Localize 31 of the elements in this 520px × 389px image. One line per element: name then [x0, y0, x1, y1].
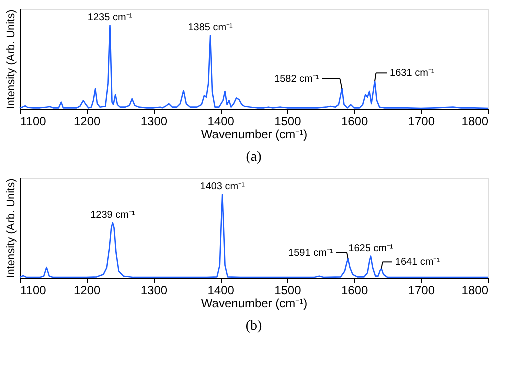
- annotation: 1235 cm⁻¹: [88, 12, 134, 24]
- text: (b): [246, 319, 262, 334]
- x-tick-label: 1500: [274, 284, 302, 298]
- text: (a): [246, 150, 262, 165]
- annotation: 1641 cm⁻¹: [395, 257, 441, 268]
- annotation: 1631 cm⁻¹: [390, 68, 436, 80]
- annotation: 1591 cm⁻¹: [288, 248, 334, 259]
- x-tick-label: 1700: [408, 284, 436, 298]
- x-axis-title: Wavenumber (cm⁻¹): [201, 128, 308, 142]
- annotation: 1625 cm⁻¹: [348, 243, 394, 254]
- annotation: 1582 cm⁻¹: [274, 74, 320, 85]
- x-tick-label: 1100: [20, 284, 47, 298]
- x-tick-label: 1400: [208, 114, 235, 128]
- annotation: 1385 cm⁻¹: [188, 22, 234, 34]
- x-tick-label: 1200: [74, 114, 102, 128]
- x-tick-label: 1800: [462, 284, 489, 298]
- x-tick-label: 1300: [140, 114, 168, 128]
- x-tick-label: 1600: [341, 114, 368, 128]
- x-tick-label: 1500: [274, 114, 302, 128]
- y-axis-title: Intensity (Arb. Units): [6, 178, 18, 278]
- x-tick-label: 1600: [341, 284, 368, 298]
- x-tick-label: 1100: [20, 114, 47, 128]
- x-tick-label: 1700: [408, 114, 436, 128]
- x-tick-label: 1300: [140, 284, 168, 298]
- x-tick-label: 1400: [208, 284, 235, 298]
- annotation: 1403 cm⁻¹: [200, 182, 246, 193]
- x-tick-label: 1200: [74, 284, 102, 298]
- y-axis-title: Intensity (Arb. Units): [6, 10, 18, 110]
- x-tick-label: 1800: [462, 114, 489, 128]
- x-axis-title: Wavenumber (cm⁻¹): [201, 296, 308, 310]
- annotation: 1239 cm⁻¹: [90, 210, 136, 221]
